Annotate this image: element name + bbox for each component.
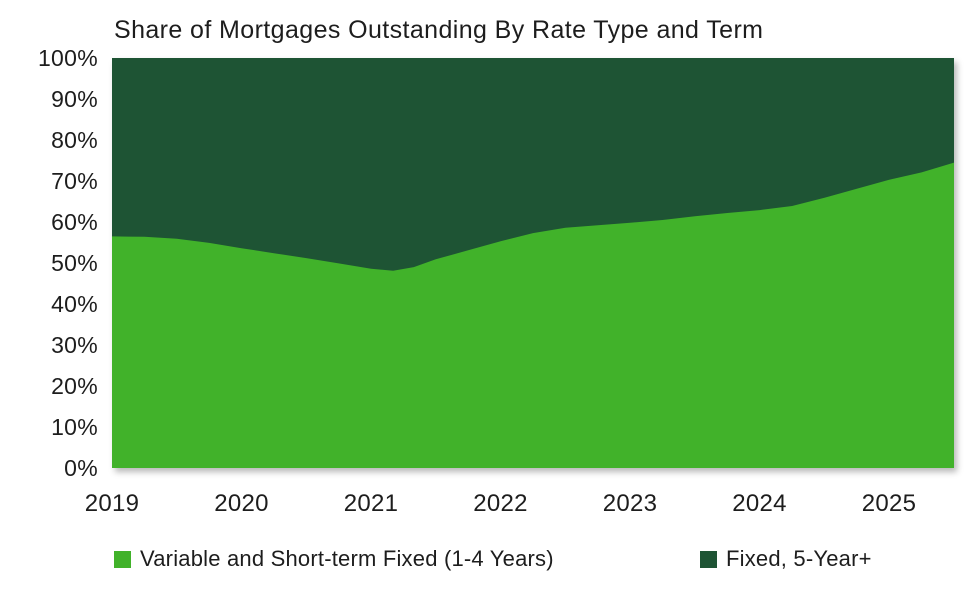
area-chart-svg [112, 58, 954, 468]
x-tick: 2024 [732, 490, 787, 517]
y-tick: 0% [64, 455, 98, 481]
legend-item-variable: Variable and Short-term Fixed (1-4 Years… [114, 546, 554, 572]
y-axis: 100% 90% 80% 70% 60% 50% 40% 30% 20% 10%… [0, 44, 98, 482]
y-tick: 60% [51, 209, 98, 235]
y-tick: 50% [51, 250, 98, 276]
y-tick: 30% [51, 332, 98, 358]
legend-item-fixed: Fixed, 5-Year+ [700, 546, 872, 572]
variable-series-swatch-icon [114, 550, 131, 568]
variable-area-series [112, 162, 954, 468]
y-tick: 70% [51, 168, 98, 194]
fixed-series-swatch-icon [700, 550, 717, 568]
x-tick: 2023 [602, 490, 658, 517]
y-tick: 90% [51, 86, 98, 112]
legend: Variable and Short-term Fixed (1-4 Years… [0, 546, 980, 576]
y-tick: 20% [51, 373, 98, 399]
x-tick: 2022 [473, 490, 528, 517]
y-tick: 100% [37, 45, 98, 71]
x-tick: 2021 [343, 490, 399, 517]
legend-label-fixed: Fixed, 5-Year+ [726, 546, 872, 571]
legend-label-variable: Variable and Short-term Fixed (1-4 Years… [140, 546, 554, 571]
x-tick: 2025 [861, 490, 917, 517]
y-tick: 10% [51, 414, 98, 440]
chart-title: Share of Mortgages Outstanding By Rate T… [114, 16, 764, 44]
x-tick: 2019 [84, 490, 140, 517]
plot-area [112, 58, 954, 468]
y-tick: 40% [51, 291, 98, 317]
x-axis: 2019 2020 2021 2022 2023 2024 2025 [85, 490, 954, 520]
x-tick: 2020 [214, 490, 269, 517]
y-tick: 80% [51, 127, 98, 153]
